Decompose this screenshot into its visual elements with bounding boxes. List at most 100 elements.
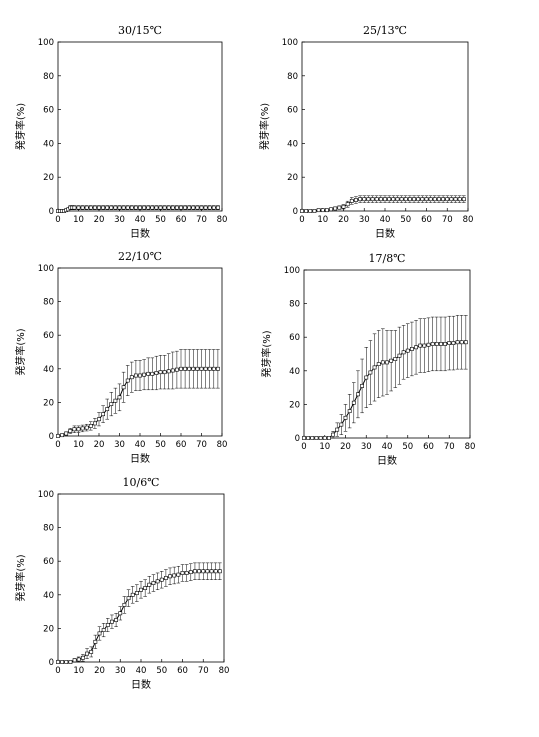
data-point [68,660,73,664]
data-point [362,197,367,202]
chart-title: 25/13℃ [363,24,407,37]
data-point [164,576,168,580]
data-point [175,205,179,210]
data-point [76,427,81,432]
data-point [207,205,212,210]
y-tick-label: 20 [43,398,54,408]
data-point [142,205,147,210]
y-tick-label: 80 [43,298,54,308]
data-point [76,657,81,662]
plot-frame [301,41,469,212]
x-axis-label: 日数 [375,227,395,240]
data-point [310,436,315,440]
data-point [109,402,114,406]
data-point [418,343,423,348]
data-point [326,436,331,440]
data-point [130,592,135,597]
y-axis-label: 発芽率(%) [14,554,27,601]
data-point [426,342,431,347]
data-point [76,205,81,210]
data-point [158,205,163,210]
x-tick-label: 80 [219,666,230,676]
y-tick-label: 40 [289,367,300,377]
data-point [385,360,389,365]
data-point [428,197,433,202]
data-point [407,197,412,202]
data-point [146,205,151,210]
x-tick-label: 10 [73,666,84,676]
data-point [395,197,400,202]
x-tick-label: 0 [55,215,60,225]
data-point [447,341,452,345]
x-tick-label: 50 [156,666,167,676]
data-point [84,425,89,430]
series-line [304,341,466,439]
y-tick-label: 100 [38,490,54,500]
data-point [134,591,139,596]
data-point [150,371,155,376]
y-tick-label: 0 [49,432,54,442]
data-point [457,197,462,202]
data-point [397,353,402,358]
data-point [93,421,97,426]
data-point [113,398,118,403]
data-point [170,368,175,373]
x-tick-label: 0 [301,442,306,452]
data-point [199,205,204,210]
data-point [179,366,183,371]
data-point [93,205,97,210]
data-point [443,342,448,346]
data-point [193,569,197,574]
data-point [329,207,333,212]
data-point [159,577,164,582]
data-point [175,367,179,372]
data-point [405,348,410,353]
series-line [57,368,218,437]
data-point [320,208,325,213]
data-point [191,366,196,371]
y-tick-label: 60 [289,333,300,343]
data-point [101,412,106,417]
data-point [170,205,175,210]
chart-title: 30/15℃ [118,24,162,37]
y-tick-label: 40 [43,365,54,375]
data-point [459,340,464,345]
y-tick-label: 40 [287,139,298,149]
data-point [168,574,172,579]
data-point [188,570,193,575]
x-tick-label: 40 [382,442,393,452]
x-tick-label: 30 [115,666,126,676]
data-point [88,424,93,428]
data-point [180,571,185,575]
data-point [403,197,408,202]
data-point [97,417,101,422]
data-point [420,197,425,202]
x-tick-label: 50 [155,215,166,225]
x-tick-label: 0 [55,666,60,676]
data-point [387,197,392,202]
x-tick-label: 40 [136,666,147,676]
chart-panel-4: 17/8℃ 0 10 20 30 40 50 60 70 80 0 20 40 60 80 100 日数 発芽率(… [260,252,475,467]
data-point [207,366,212,371]
y-tick-label: 60 [287,106,298,116]
data-point [306,436,311,440]
y-tick-label: 100 [38,38,54,48]
data-point [114,618,119,622]
data-point [304,209,309,213]
data-point [211,205,216,210]
y-tick-label: 40 [43,591,54,601]
x-tick-label: 30 [114,440,125,450]
y-tick-label: 0 [49,658,54,668]
data-point [80,205,85,210]
data-point [461,197,466,202]
data-point [162,205,167,210]
data-point [105,205,110,210]
data-point [150,205,155,210]
data-point [121,385,126,390]
data-point [80,426,85,431]
x-axis-label: 日数 [131,678,151,691]
data-point [302,436,306,440]
x-tick-label: 60 [423,442,434,452]
data-point [424,197,429,202]
x-tick-label: 70 [196,440,207,450]
